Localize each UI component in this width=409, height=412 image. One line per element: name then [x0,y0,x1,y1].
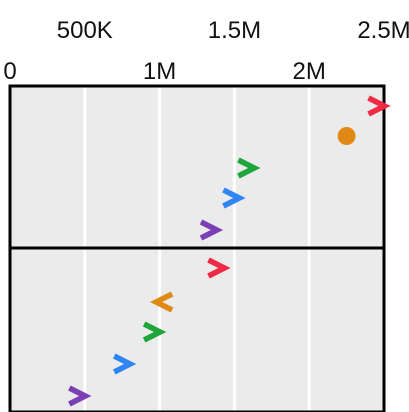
panel-background [10,86,384,248]
data-point-purple [199,219,224,241]
x-tick-label: 2.5M [357,17,409,44]
x-tick-label: 1.5M [208,17,261,44]
data-point-red [367,95,391,117]
panel-upper [8,84,391,250]
data-point-purple [68,385,92,407]
x-tick-label: 2M [293,58,326,85]
x-tick-label: 0 [3,58,16,85]
x-tick-labels: 0 500K 1M 1.5M 2M 2.5M [3,17,409,85]
data-point-blue [112,353,137,375]
data-point-red [207,257,231,279]
data-point-green [237,157,261,179]
data-point-green [142,321,167,343]
panel-lower [8,246,386,412]
x-tick-label: 1M [143,58,176,85]
data-point-orange [149,291,174,313]
x-tick-label: 500K [57,17,113,44]
data-point-blue [222,187,246,209]
chart-panels [8,84,391,412]
panel-background [10,248,384,412]
data-point-orange [337,127,356,145]
